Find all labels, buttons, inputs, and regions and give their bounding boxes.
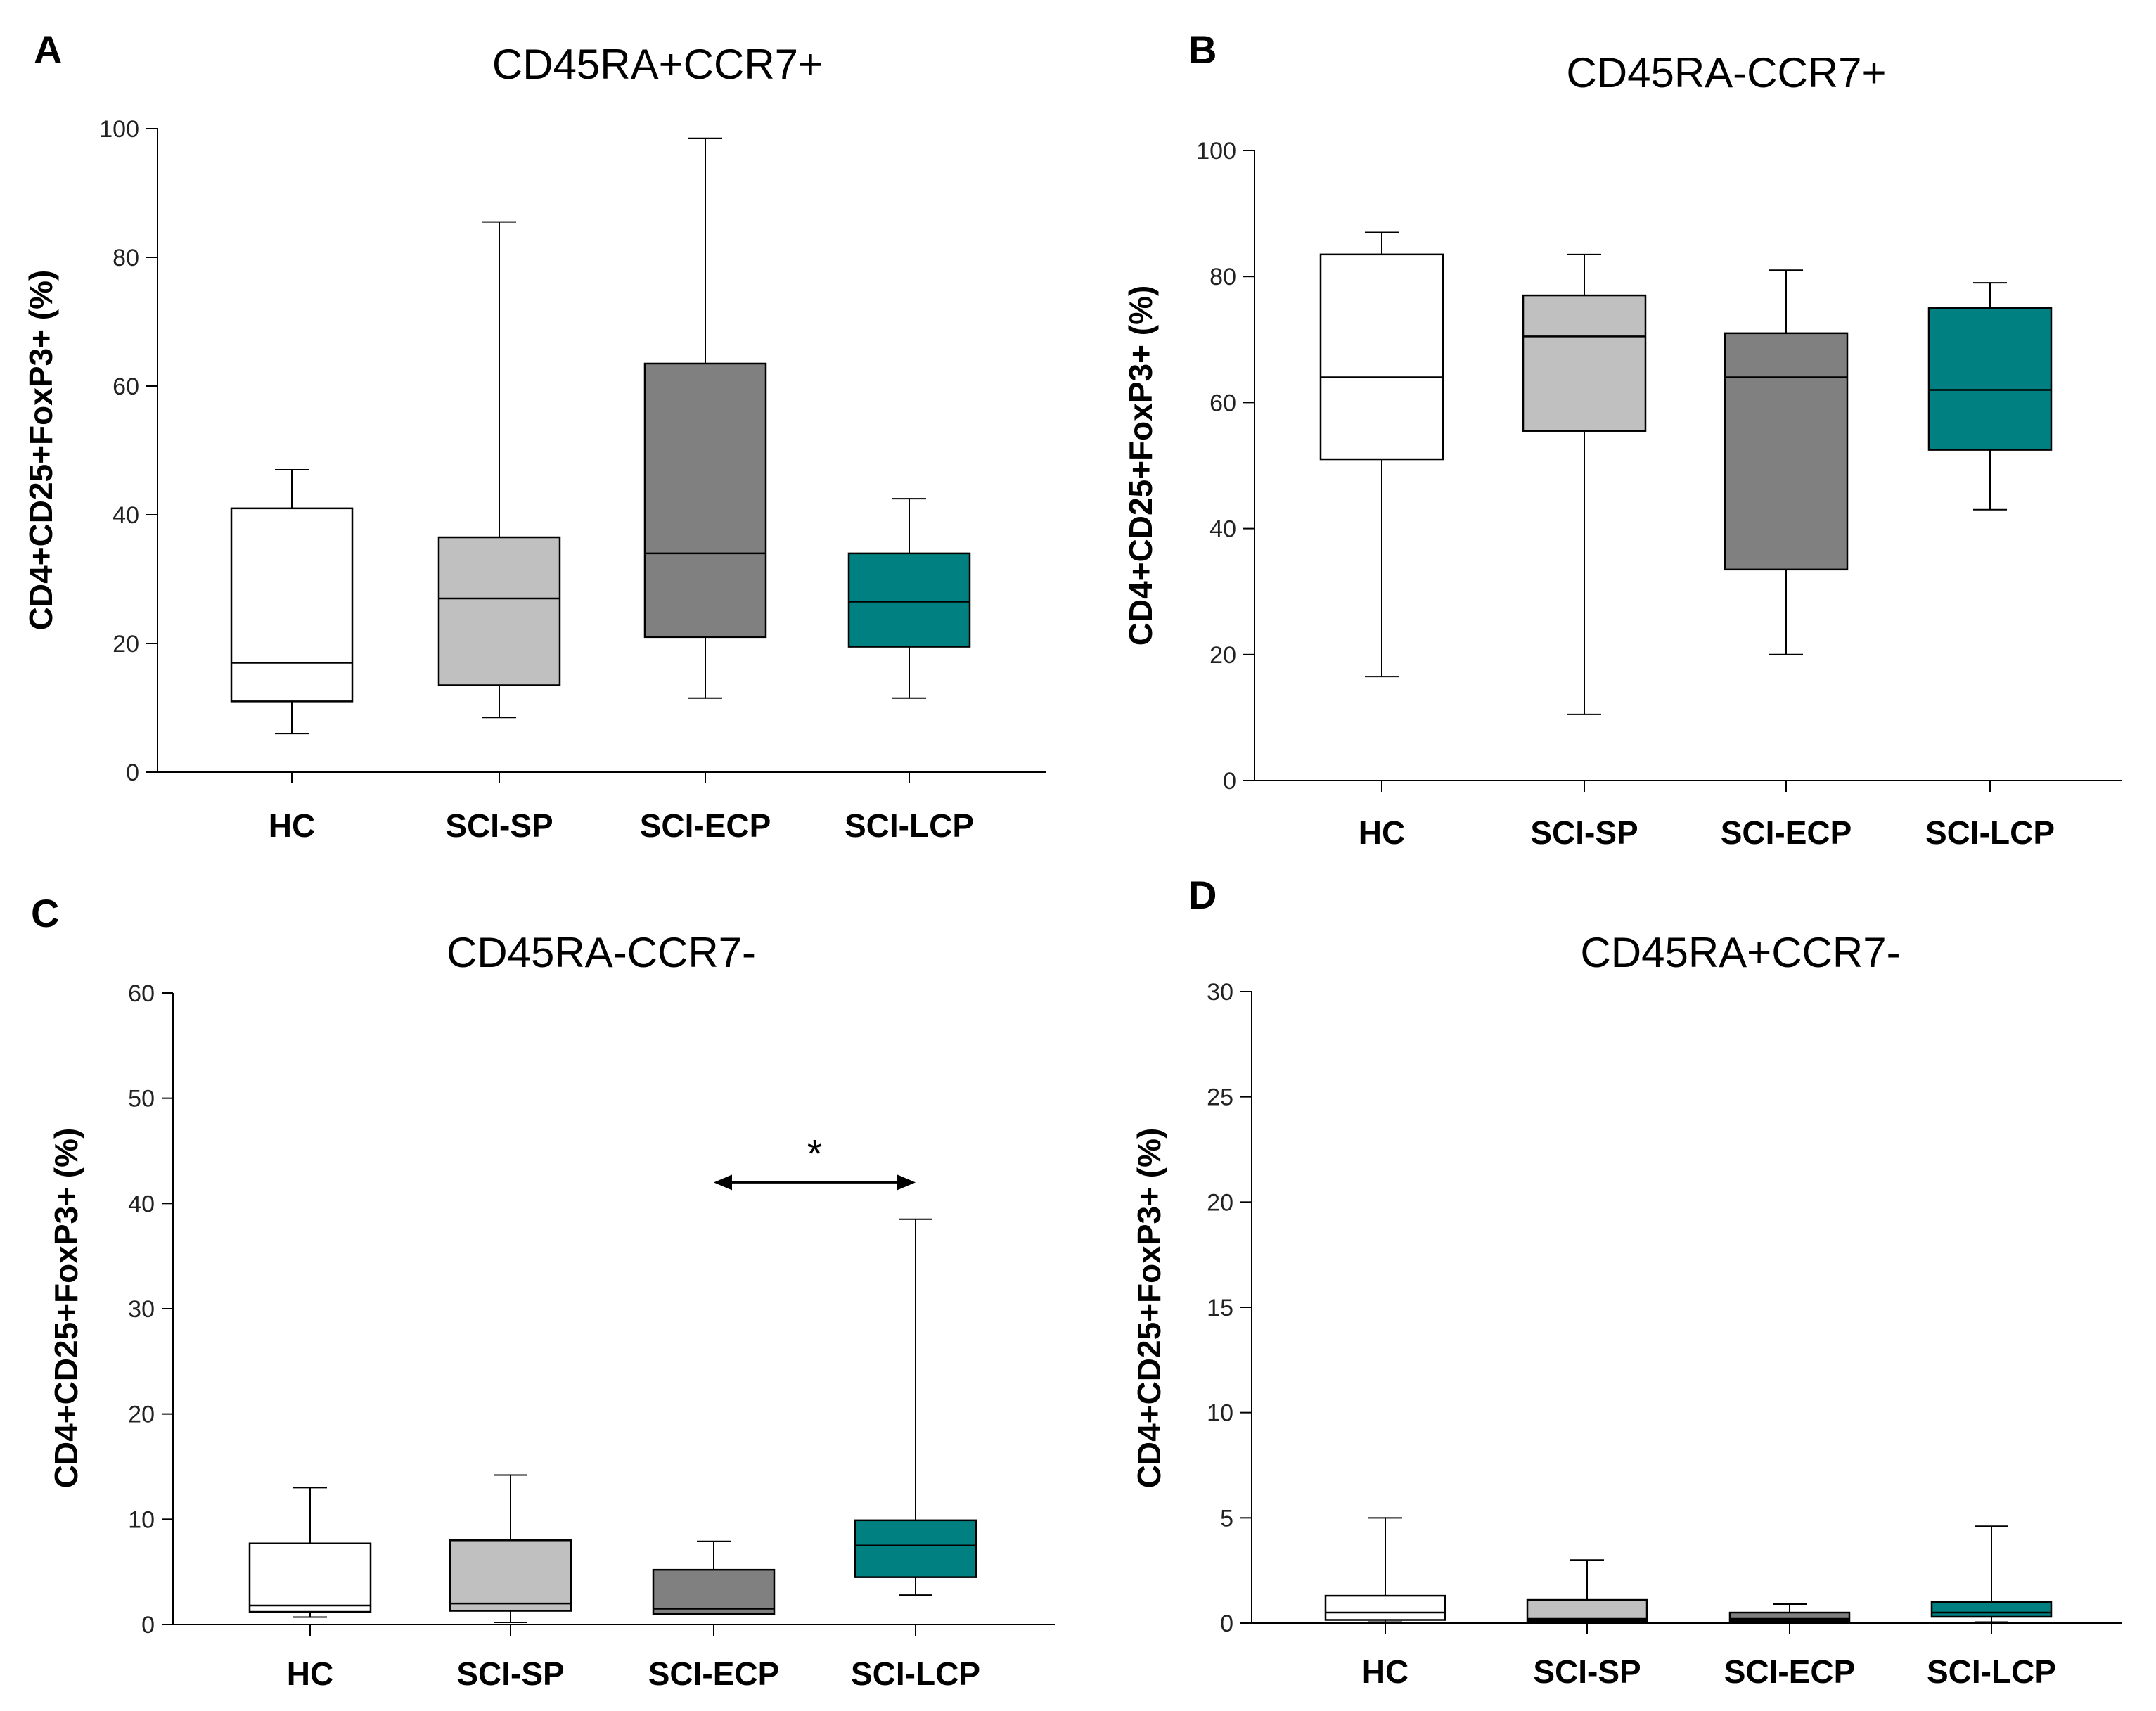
box-sci-sp: SCI-SP <box>1522 253 1647 851</box>
iqr-box <box>248 1542 372 1613</box>
category-label: SCI-SP <box>1530 814 1638 851</box>
y-tick-label: 40 <box>113 502 139 529</box>
y-axis-label: CD4+CD25+FoxP3+ (%) <box>48 1128 84 1489</box>
y-axis-label: CD4+CD25+FoxP3+ (%) <box>23 270 59 631</box>
significance-bracket: * <box>714 1131 916 1191</box>
y-tick-label: 100 <box>1196 138 1236 165</box>
y-tick-label: 60 <box>113 373 139 400</box>
iqr-box <box>643 362 767 639</box>
y-tick-label: 25 <box>1207 1084 1233 1111</box>
y-tick-label: 100 <box>99 116 139 143</box>
category-label: SCI-ECP <box>1721 814 1852 851</box>
panel-a: A CD45RA+CCR7+ CD4+CD25+FoxP3+ (%) 0 20 40 60 8… <box>23 27 1046 844</box>
iqr-box <box>230 507 354 703</box>
category-label: SCI-LCP <box>851 1655 980 1692</box>
category-label: SCI-ECP <box>648 1655 780 1692</box>
box-sci-ecp: SCI-ECP <box>648 1540 780 1692</box>
category-label: HC <box>1362 1653 1409 1690</box>
box-sci-lcp: SCI-LCP <box>851 1218 980 1692</box>
y-tick-label: 40 <box>128 1191 155 1217</box>
box-sci-sp: SCI-SP <box>449 1474 572 1692</box>
box-hc: HC <box>1319 231 1444 851</box>
box-sci-sp: SCI-SP <box>1526 1559 1648 1690</box>
category-label: SCI-SP <box>456 1655 564 1692</box>
significance-star: * <box>807 1131 823 1175</box>
category-label: HC <box>269 807 315 844</box>
iqr-box <box>1319 253 1444 461</box>
y-tick-label: 40 <box>1209 516 1236 543</box>
y-axis-label: CD4+CD25+FoxP3+ (%) <box>1122 286 1159 646</box>
box-sci-lcp: SCI-LCP <box>1927 1525 2056 1690</box>
y-tick-label: 20 <box>113 631 139 658</box>
iqr-box <box>652 1568 776 1615</box>
iqr-box <box>1522 294 1647 432</box>
category-label: SCI-SP <box>1533 1653 1641 1690</box>
y-tick-label: 80 <box>1209 264 1236 290</box>
category-label: SCI-LCP <box>845 807 974 844</box>
y-tick-label: 30 <box>128 1296 155 1323</box>
category-label: HC <box>1359 814 1405 851</box>
box-sci-sp: SCI-SP <box>437 221 561 844</box>
box-hc: HC <box>248 1487 372 1692</box>
y-tick-label: 15 <box>1207 1295 1233 1321</box>
y-tick-label: 5 <box>1220 1505 1233 1532</box>
iqr-box <box>1728 1611 1851 1622</box>
box-sci-lcp: SCI-LCP <box>1925 282 2055 851</box>
y-tick-label: 50 <box>128 1086 155 1113</box>
iqr-box <box>854 1519 977 1578</box>
category-label: SCI-LCP <box>1925 814 2055 851</box>
iqr-box <box>847 552 971 648</box>
y-tick-label: 30 <box>1207 979 1233 1006</box>
box-hc: HC <box>1324 1517 1446 1690</box>
category-label: HC <box>287 1655 333 1692</box>
panel-d: D CD45RA+CCR7- CD4+CD25+FoxP3+ (%) 0 5 10 15 20… <box>1131 873 2122 1690</box>
box-hc: HC <box>230 468 354 844</box>
y-axis-label: CD4+CD25+FoxP3+ (%) <box>1131 1128 1167 1489</box>
y-tick-label: 80 <box>113 245 139 271</box>
y-tick-label: 0 <box>141 1612 155 1639</box>
box-sci-ecp: SCI-ECP <box>1721 269 1852 851</box>
panel-c: C CD45RA-CCR7- CD4+CD25+FoxP3+ (%) 0 10 20 30 4… <box>31 891 1055 1692</box>
arrow-right-icon <box>897 1174 916 1191</box>
box-sci-lcp: SCI-LCP <box>845 498 974 844</box>
y-tick-label: 20 <box>1209 642 1236 669</box>
chart-title: CD45RA+CCR7+ <box>492 41 823 88</box>
iqr-box <box>1526 1598 1648 1622</box>
y-tick-label: 60 <box>128 980 155 1007</box>
chart-title: CD45RA-CCR7+ <box>1566 49 1886 96</box>
y-tick-label: 20 <box>128 1402 155 1428</box>
y-tick-label: 10 <box>1207 1400 1233 1427</box>
box-sci-ecp: SCI-ECP <box>640 137 771 844</box>
y-tick-label: 10 <box>128 1506 155 1533</box>
y-tick-label: 20 <box>1207 1189 1233 1216</box>
iqr-box <box>1927 307 2053 451</box>
chart-title: CD45RA-CCR7- <box>447 929 756 976</box>
y-tick-label: 0 <box>1220 1610 1233 1637</box>
category-label: SCI-LCP <box>1927 1653 2056 1690</box>
iqr-box <box>437 536 561 686</box>
y-tick-label: 60 <box>1209 390 1236 416</box>
category-label: SCI-ECP <box>640 807 771 844</box>
iqr-box <box>1324 1594 1446 1621</box>
box-sci-ecp: SCI-ECP <box>1724 1603 1856 1690</box>
arrow-left-icon <box>714 1174 732 1191</box>
category-label: SCI-ECP <box>1724 1653 1856 1690</box>
panel-label: A <box>34 27 62 72</box>
y-tick-label: 0 <box>126 760 139 786</box>
chart-title: CD45RA+CCR7- <box>1580 929 1900 976</box>
iqr-box <box>1724 332 1849 571</box>
y-tick-label: 0 <box>1223 768 1236 795</box>
panel-label: B <box>1188 27 1217 72</box>
category-label: SCI-SP <box>445 807 553 844</box>
panel-label: D <box>1188 873 1217 917</box>
iqr-box <box>449 1539 572 1612</box>
panel-label: C <box>31 891 59 935</box>
panel-b: B CD45RA-CCR7+ CD4+CD25+FoxP3+ (%) 0 20 40 60 8… <box>1122 27 2122 851</box>
iqr-box <box>1930 1601 2053 1618</box>
